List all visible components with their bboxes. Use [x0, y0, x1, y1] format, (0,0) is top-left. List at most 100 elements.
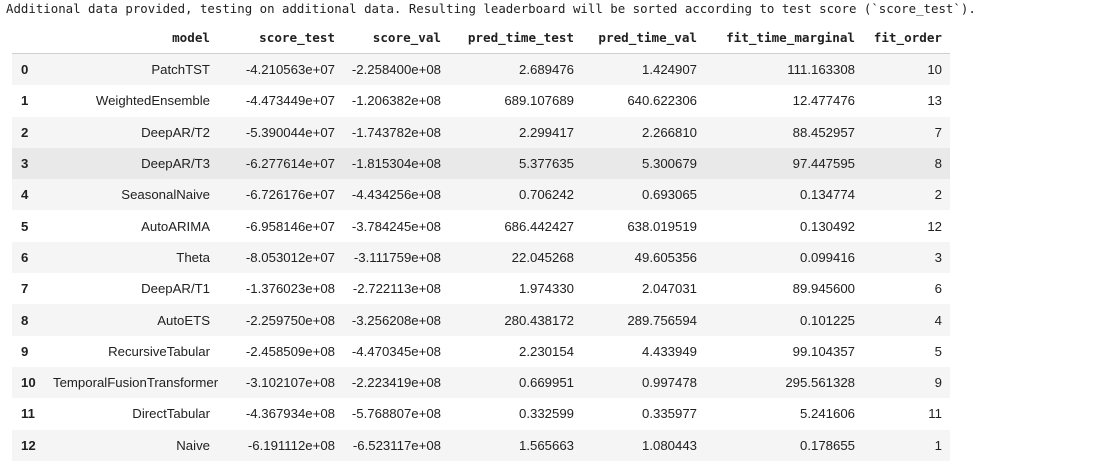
cell-model: AutoARIMA [141, 218, 210, 234]
cell-pred_time_val: 2.266810 [641, 124, 697, 140]
cell-fit_time_marginal: 89.945600 [792, 281, 855, 297]
cell-score_val: -4.434256e+08 [351, 187, 441, 203]
cell-model: DeepAR/T3 [141, 156, 210, 172]
column-header-fit_order: fit_order [863, 22, 950, 54]
cell-index: 11 [21, 406, 35, 422]
cell-score_val: -1.206382e+08 [351, 93, 441, 109]
cell-index: 7 [21, 281, 29, 297]
column-header-model: model [45, 22, 218, 54]
cell-pred_time_val: 289.756594 [627, 312, 697, 328]
cell-index: 8 [21, 312, 29, 328]
cell-pred_time_val: 638.019519 [627, 218, 697, 234]
cell-pred_time_test: 2.689476 [518, 62, 574, 78]
cell-fit_order: 7 [934, 124, 942, 140]
cell-index: 3 [21, 156, 29, 172]
cell-model: TemporalFusionTransformer [53, 375, 219, 391]
cell-score_test: -6.277614e+07 [245, 156, 335, 172]
cell-score_val: -3.111759e+08 [353, 249, 441, 265]
cell-model: DeepAR/T2 [141, 124, 210, 140]
cell-index: 6 [21, 249, 29, 265]
cell-fit_time_marginal: 0.099416 [799, 249, 855, 265]
cell-pred_time_test: 2.230154 [518, 343, 574, 359]
cell-pred_time_val: 5.300679 [641, 156, 697, 172]
cell-pred_time_test: 0.669951 [518, 375, 574, 391]
column-header-score_test: score_test [218, 22, 343, 54]
cell-fit_order: 9 [934, 375, 942, 391]
cell-model: DirectTabular [132, 406, 210, 422]
cell-pred_time_test: 689.107689 [504, 93, 574, 109]
cell-fit_order: 11 [928, 406, 942, 422]
cell-index: 0 [21, 62, 29, 78]
cell-fit_order: 13 [927, 93, 942, 109]
cell-pred_time_val: 1.080443 [641, 437, 697, 453]
table-row: 1 WeightedEnsemble -4.473449e+07 -1.206382e… [12, 85, 950, 117]
cell-index: 5 [21, 218, 29, 234]
cell-pred_time_val: 0.693065 [641, 187, 697, 203]
cell-index: 2 [21, 124, 29, 140]
table-row: 2 DeepAR/T2 -5.390044e+07 -1.743782e+08 2.29… [12, 116, 950, 148]
cell-model: WeightedEnsemble [95, 93, 210, 109]
table-row: 0 PatchTST -4.210563e+07 -2.258400e+08 2.689… [12, 53, 950, 86]
cell-pred_time_test: 686.442427 [504, 218, 574, 234]
cell-score_val: -4.470345e+08 [351, 343, 441, 359]
cell-model: PatchTST [151, 62, 210, 78]
table-row: 8 AutoETS -2.259750e+08 -3.256208e+08 280.43… [12, 304, 950, 336]
cell-score_test: -2.458509e+08 [245, 343, 335, 359]
table-row: 4 SeasonalNaive -6.726176e+07 -4.434256e+08… [12, 179, 950, 211]
cell-score_val: -3.784245e+08 [351, 218, 441, 234]
cell-index: 12 [21, 437, 36, 453]
cell-fit_time_marginal: 88.452957 [792, 124, 855, 140]
cell-fit_time_marginal: 5.241606 [799, 406, 855, 422]
cell-score_test: -1.376023e+08 [245, 281, 335, 297]
cell-model: Theta [176, 249, 210, 265]
cell-fit_time_marginal: 99.104357 [792, 343, 855, 359]
cell-index: 4 [21, 187, 29, 203]
cell-score_test: -6.958146e+07 [245, 218, 335, 234]
table-row: 10 TemporalFusionTransformer -3.102107e+08… [12, 366, 950, 399]
table-row: 5 AutoARIMA -6.958146e+07 -3.784245e+08 686.… [12, 210, 950, 242]
cell-fit_order: 3 [934, 249, 942, 265]
cell-model: AutoETS [157, 312, 210, 328]
cell-index: 9 [21, 343, 29, 359]
cell-model: DeepAR/T1 [141, 281, 210, 297]
cell-index: 1 [21, 93, 29, 109]
table-row: 3 DeepAR/T3 -6.277614e+07 -1.815304e+08 5.37… [12, 147, 950, 180]
cell-pred_time_test: 22.045268 [511, 249, 574, 265]
cell-fit_order: 10 [927, 62, 942, 78]
cell-score_val: -2.258400e+08 [351, 62, 441, 78]
cell-score_test: -3.102107e+08 [245, 375, 335, 391]
cell-fit_time_marginal: 97.447595 [792, 156, 855, 172]
cell-fit_time_marginal: 0.101225 [799, 312, 855, 328]
column-header-pred_time_val: pred_time_val [582, 22, 705, 54]
table-row: 11 DirectTabular -4.367934e+08 -5.768807e+0… [12, 398, 950, 430]
cell-pred_time_val: 0.335977 [641, 406, 697, 422]
cell-score_test: -4.210563e+07 [245, 62, 335, 78]
cell-pred_time_val: 1.424907 [641, 62, 697, 78]
cell-score_val: -6.523117e+08 [352, 437, 441, 453]
cell-pred_time_val: 49.605356 [634, 249, 697, 265]
table-body: 0 PatchTST -4.210563e+07 -2.258400e+08 2.689… [12, 53, 950, 461]
cell-fit_time_marginal: 0.134774 [799, 187, 855, 203]
cell-fit_time_marginal: 295.561328 [785, 375, 855, 391]
cell-pred_time_val: 640.622306 [627, 93, 697, 109]
cell-pred_time_val: 4.433949 [641, 343, 697, 359]
cell-score_val: -2.223419e+08 [351, 375, 441, 391]
cell-score_test: -5.390044e+07 [245, 124, 335, 140]
column-header-index [12, 22, 45, 54]
cell-fit_time_marginal: 111.163308 [787, 62, 855, 78]
cell-score_test: -4.473449e+07 [245, 93, 335, 109]
output-message: Additional data provided, testing on add… [6, 1, 976, 16]
cell-pred_time_test: 5.377635 [518, 156, 574, 172]
header-row: model score_test score_val pred_time_test pr… [12, 22, 950, 54]
cell-fit_order: 8 [934, 156, 942, 172]
leaderboard-table: model score_test score_val pred_time_test pr… [12, 22, 950, 461]
cell-fit_order: 1 [934, 437, 942, 453]
cell-pred_time_test: 1.565663 [518, 437, 574, 453]
cell-pred_time_test: 280.438172 [504, 312, 574, 328]
cell-pred_time_val: 2.047031 [641, 281, 697, 297]
table-row: 9 RecursiveTabular -2.458509e+08 -4.470345e… [12, 335, 950, 367]
cell-model: SeasonalNaive [121, 187, 210, 203]
cell-pred_time_test: 0.332599 [518, 406, 574, 422]
cell-fit_order: 5 [934, 343, 942, 359]
cell-pred_time_test: 2.299417 [518, 124, 574, 140]
